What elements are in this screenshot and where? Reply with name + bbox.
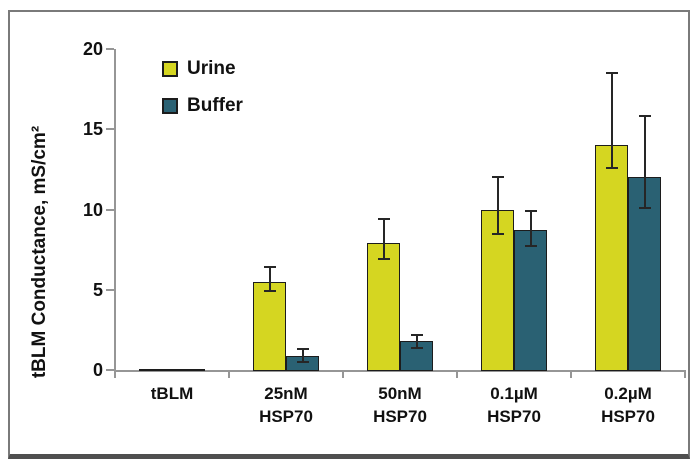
bar-urine-2 <box>367 243 400 371</box>
error-bar-buffer-3-line <box>529 211 532 247</box>
error-bar-buffer-4-cap-bottom <box>638 206 651 209</box>
x-category-label-3: 0.1µM HSP70 <box>457 382 571 428</box>
legend-label-urine: Urine <box>187 58 236 79</box>
error-bar-buffer-1-cap-top <box>296 348 309 351</box>
y-axis-tick <box>106 208 114 211</box>
bar-urine-1 <box>253 281 286 371</box>
x-axis-tick <box>570 371 572 378</box>
error-bar-buffer-3-cap-bottom <box>524 245 537 248</box>
y-tick-label-20: 20 <box>82 39 103 59</box>
y-axis-tick <box>106 288 114 291</box>
x-category-label-line: 25nM <box>264 384 308 403</box>
y-tick-label-5: 5 <box>92 279 103 300</box>
x-category-label-line: 0.1µM <box>490 384 538 403</box>
error-bar-urine-2-line <box>382 219 385 260</box>
x-category-label-2: 50nM HSP70 <box>343 382 457 428</box>
x-axis-tick <box>114 371 116 378</box>
bar-urine-4 <box>595 145 628 371</box>
error-bar-buffer-1-cap-bottom <box>296 360 309 363</box>
error-bar-urine-2-cap-top <box>377 218 390 221</box>
x-category-label-line: HSP70 <box>487 407 541 426</box>
bar-urine-0 <box>139 368 172 371</box>
x-category-label-line: HSP70 <box>601 407 655 426</box>
error-bar-urine-4-cap-bottom <box>605 166 618 169</box>
error-bar-buffer-3-cap-top <box>524 210 537 213</box>
x-axis-tick <box>456 371 458 378</box>
y-axis-tick <box>106 48 114 50</box>
y-axis-tick <box>106 128 114 131</box>
x-category-label-line: 0.2µM <box>604 384 652 403</box>
error-bar-urine-1-line <box>268 267 271 292</box>
y-tick-label-10: 10 <box>82 199 103 220</box>
error-bar-urine-4-cap-top <box>605 72 618 75</box>
x-axis-tick <box>228 371 230 378</box>
x-axis-tick <box>342 371 344 378</box>
error-bar-buffer-2-line <box>415 334 418 348</box>
bar-buffer-3 <box>514 230 547 371</box>
x-category-label-line: 50nM <box>378 384 422 403</box>
bar-urine-3 <box>481 209 514 371</box>
x-category-label-line: HSP70 <box>259 407 313 426</box>
x-category-label-line: HSP70 <box>373 407 427 426</box>
error-bar-urine-4-line <box>610 73 613 168</box>
plot-area: Urine Buffer 0 5 10 15 20 tBLM 25nM HSP70 50nM HSP… <box>83 39 686 426</box>
x-category-label-0: tBLM <box>115 382 229 405</box>
legend-item-buffer: Buffer <box>162 95 243 117</box>
error-bar-urine-3-line <box>496 177 499 234</box>
y-tick-label-0: 0 <box>92 360 103 380</box>
x-axis-line <box>114 370 686 372</box>
bar-buffer-0 <box>172 368 205 371</box>
bar-buffer-4 <box>628 177 661 371</box>
error-bar-urine-3-cap-top <box>491 176 504 179</box>
legend: Urine Buffer <box>162 58 243 117</box>
error-bar-urine-1-cap-bottom <box>263 290 276 293</box>
x-category-label-line: tBLM <box>150 384 194 403</box>
x-category-label-1: 25nM HSP70 <box>229 382 343 428</box>
legend-swatch-urine <box>162 61 178 77</box>
legend-item-urine: Urine <box>162 58 243 80</box>
y-tick-label-15: 15 <box>82 119 103 140</box>
error-bar-buffer-4-line <box>643 116 646 208</box>
legend-swatch-buffer <box>162 98 178 114</box>
legend-label-buffer: Buffer <box>187 95 243 116</box>
error-bar-buffer-2-cap-bottom <box>410 346 423 349</box>
error-bar-urine-1-cap-top <box>263 266 276 269</box>
error-bar-urine-3-cap-bottom <box>491 232 504 235</box>
error-bar-buffer-2-cap-top <box>410 333 423 336</box>
error-bar-urine-2-cap-bottom <box>377 258 390 261</box>
y-axis-tick <box>106 369 114 371</box>
y-axis-line <box>114 49 116 372</box>
chart-frame: tBLM Conductance, mS/cm² Urine Buffer 0 5 1… <box>8 10 690 459</box>
error-bar-buffer-1-line <box>301 349 304 362</box>
y-axis-title: tBLM Conductance, mS/cm² <box>29 125 50 379</box>
error-bar-buffer-4-cap-top <box>638 115 651 118</box>
x-category-label-4: 0.2µM HSP70 <box>571 382 685 428</box>
x-axis-tick <box>684 371 686 378</box>
